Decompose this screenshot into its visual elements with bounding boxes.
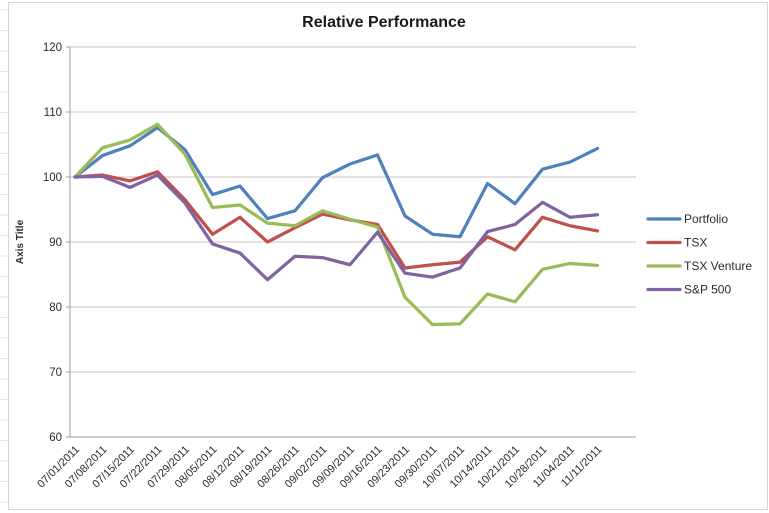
legend-label-tsx-venture[interactable]: TSX Venture	[684, 259, 752, 273]
y-axis-title[interactable]: Axis Title	[15, 219, 26, 264]
legend[interactable]: Portfolio TSX TSX Venture S&P 500	[646, 212, 752, 297]
y-tick-label: 70	[49, 367, 62, 379]
y-tick-label: 110	[44, 107, 62, 119]
chart-title[interactable]: Relative Performance	[302, 14, 466, 31]
y-tick-label: 90	[49, 237, 62, 249]
series-line-tsx-venture[interactable]	[73, 122, 600, 327]
y-tick-label: 100	[43, 172, 62, 184]
axes	[66, 46, 636, 438]
y-axis-tick-labels: 60 70 80 90 100 110 120	[43, 42, 62, 444]
legend-label-s-p-500[interactable]: S&P 500	[684, 283, 731, 297]
y-tick-label: 80	[49, 302, 62, 314]
y-tick-label: 60	[49, 432, 62, 444]
legend-label-tsx[interactable]: TSX	[684, 236, 707, 250]
worksheet-gridlines	[0, 9, 8, 503]
series-lines	[73, 122, 600, 327]
series-line-s-p-500[interactable]	[73, 173, 600, 282]
y-tick-label: 120	[43, 42, 62, 54]
legend-label-portfolio[interactable]: Portfolio	[684, 212, 728, 226]
series-line-tsx[interactable]	[73, 170, 600, 270]
